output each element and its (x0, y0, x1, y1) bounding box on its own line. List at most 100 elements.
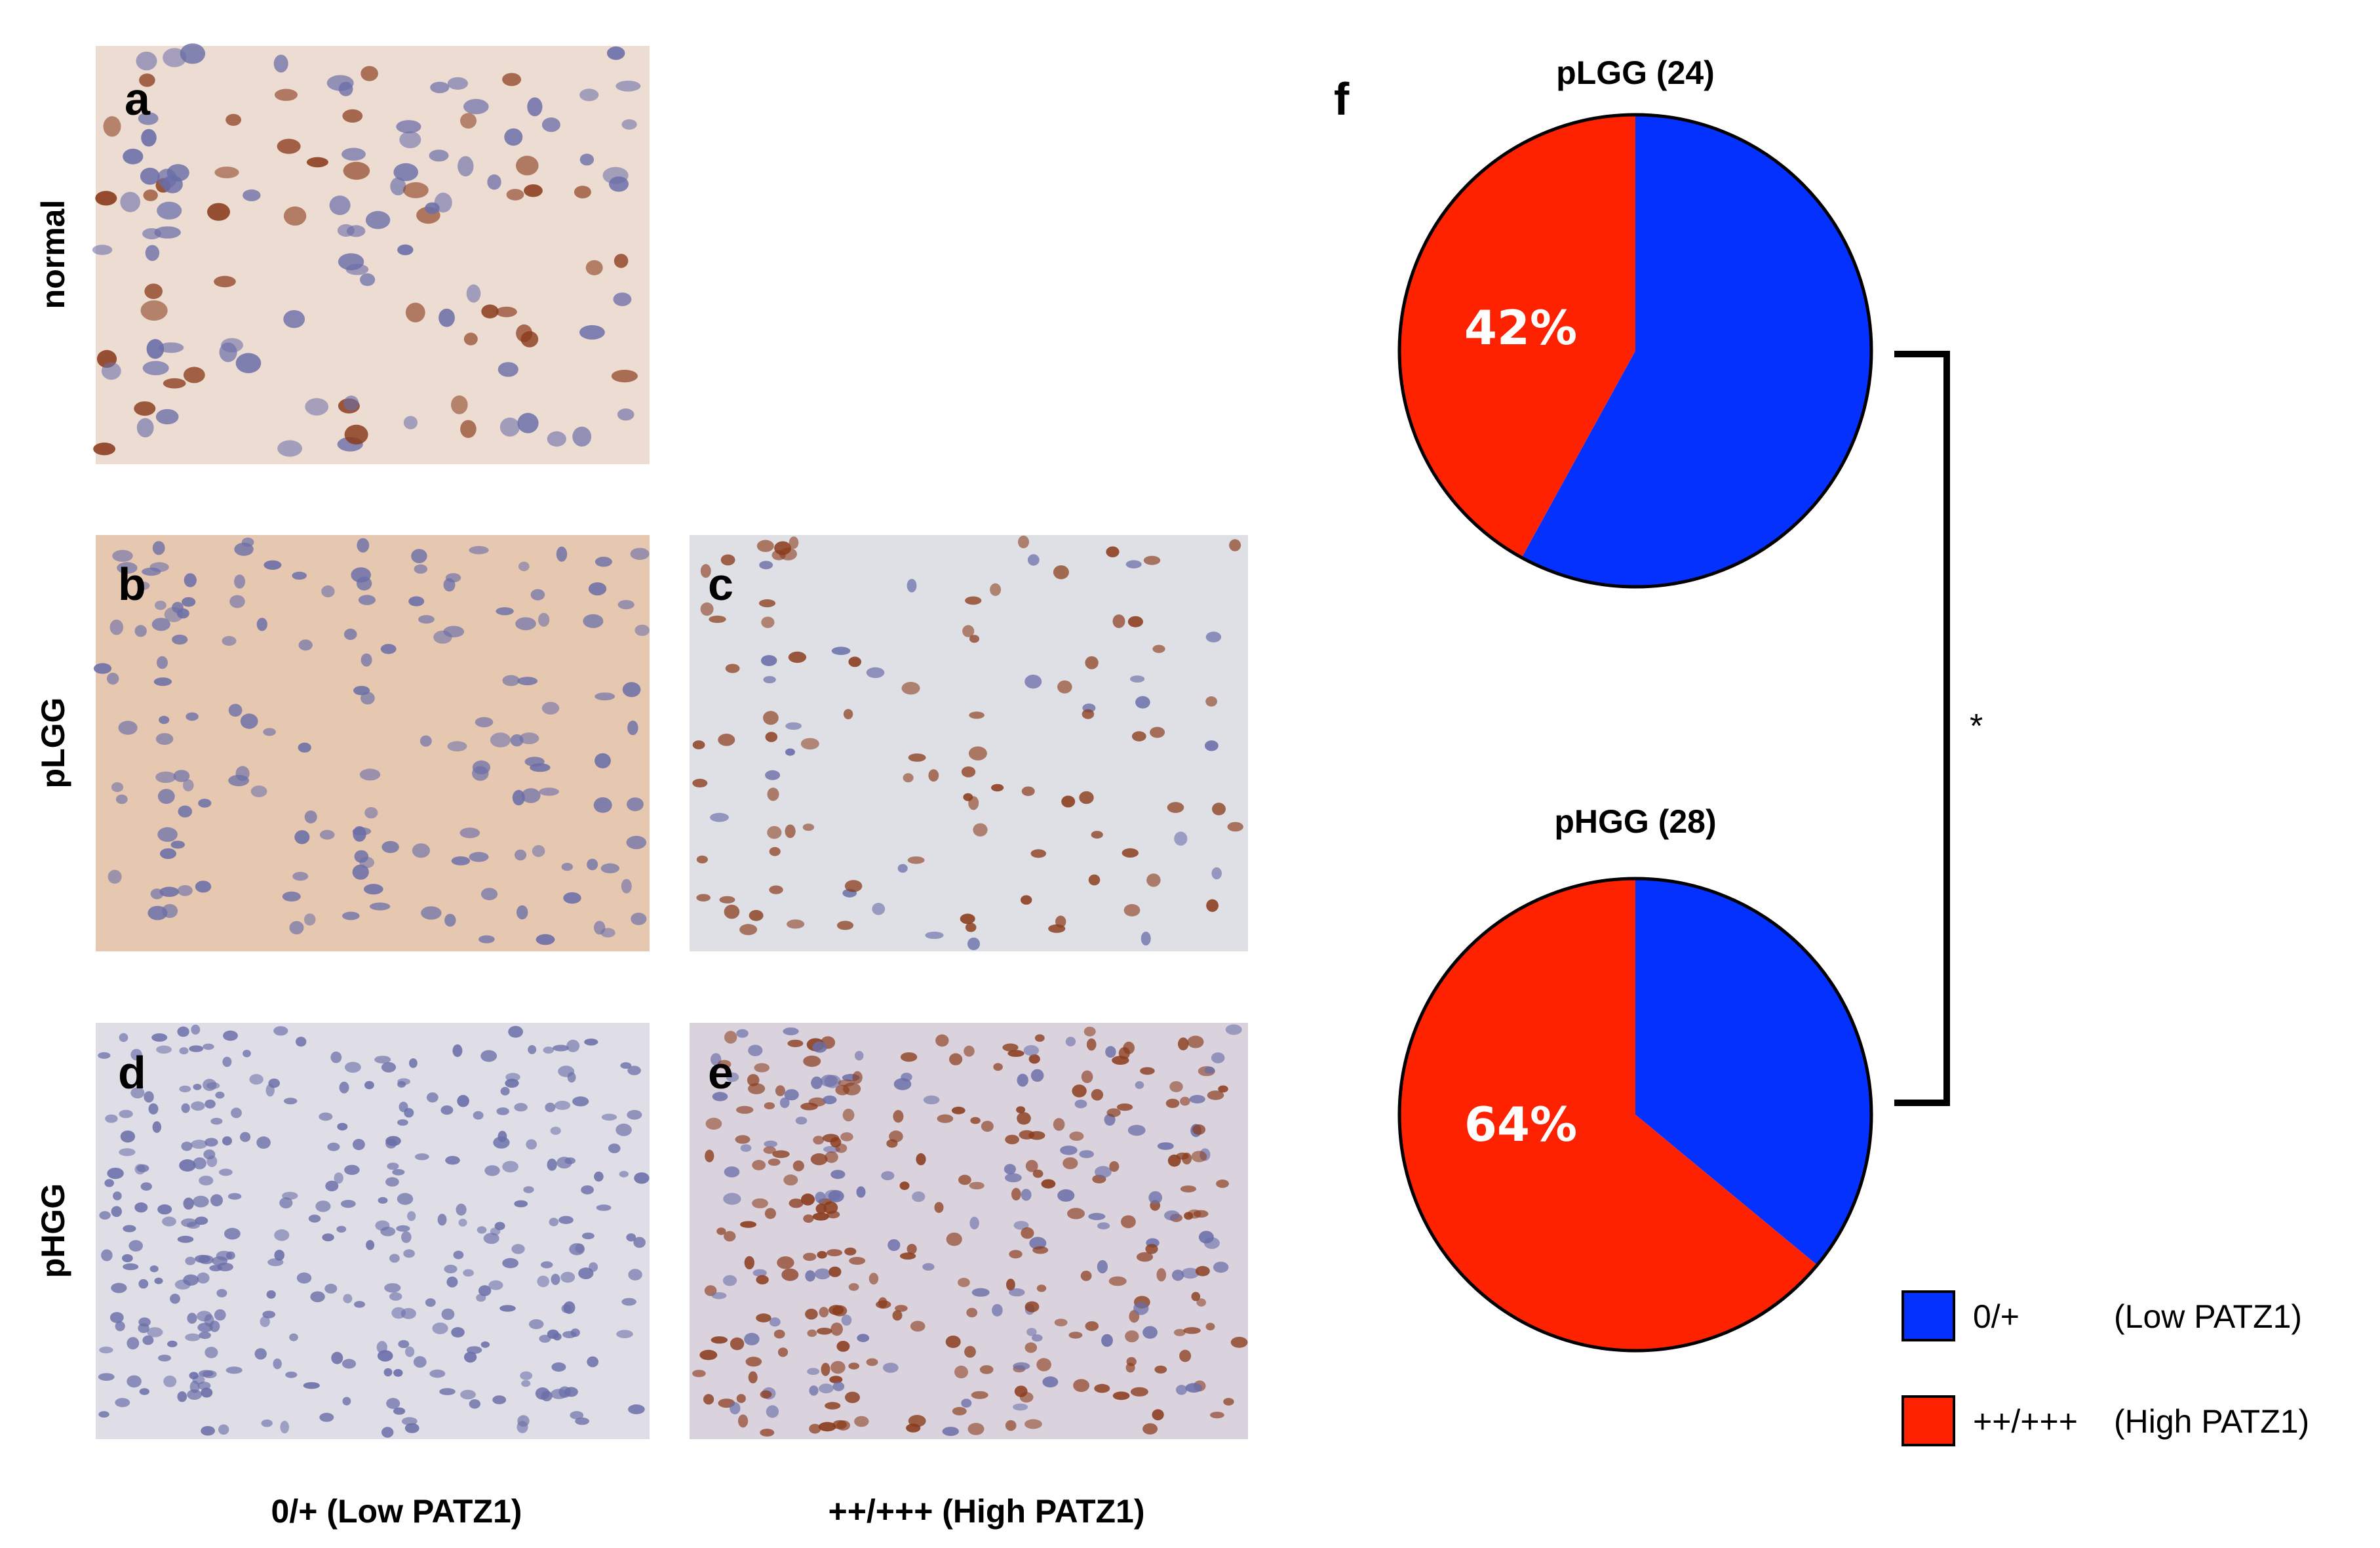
cell-nucleus (518, 561, 530, 572)
cell-nucleus (516, 155, 539, 176)
cell-nucleus (547, 1159, 557, 1171)
cell-nucleus (429, 149, 449, 162)
cell-nucleus (393, 1407, 406, 1415)
cell-nucleus (157, 789, 175, 804)
cell-nucleus (157, 201, 182, 220)
cell-nucleus (719, 896, 735, 903)
cell-nucleus (1083, 1026, 1096, 1037)
cell-nucleus (1106, 1108, 1121, 1117)
cell-nucleus (490, 732, 511, 747)
pie-phgg-high-percent-label: 64% (1464, 1097, 1577, 1152)
cell-nucleus (127, 1375, 142, 1388)
cell-nucleus (830, 1360, 846, 1374)
cell-nucleus (214, 1309, 226, 1321)
cell-nucleus (98, 1411, 109, 1418)
cell-nucleus (517, 677, 538, 686)
cell-nucleus (343, 1294, 353, 1303)
cell-nucleus (352, 864, 369, 880)
cell-nucleus (768, 1159, 781, 1166)
cell-nucleus (241, 537, 254, 547)
cell-nucleus (159, 715, 170, 724)
cell-nucleus (1171, 1269, 1184, 1281)
cell-nucleus (1023, 1045, 1040, 1056)
cell-nucleus (1205, 1322, 1215, 1331)
panel-letter-d: d (118, 1047, 146, 1098)
cell-nucleus (182, 597, 196, 607)
cell-nucleus (432, 1322, 448, 1334)
cell-nucleus (387, 1162, 399, 1170)
cell-nucleus (536, 934, 555, 945)
cell-nucleus (866, 1358, 878, 1366)
cell-nucleus (155, 771, 176, 784)
cell-nucleus (1094, 1383, 1110, 1393)
cell-nucleus (331, 1351, 343, 1364)
cell-nucleus (409, 1058, 418, 1068)
cell-nucleus (480, 1341, 490, 1348)
cell-nucleus (1176, 1152, 1189, 1160)
cell-nucleus (897, 863, 908, 873)
cell-nucleus (511, 1244, 525, 1254)
cell-nucleus (1112, 1391, 1130, 1400)
cell-nucleus (1074, 1100, 1087, 1109)
cell-nucleus (268, 1079, 281, 1088)
cell-nucleus (907, 578, 917, 593)
cell-nucleus (1140, 1067, 1155, 1075)
cell-nucleus (578, 1267, 594, 1279)
cell-nucleus (756, 540, 774, 552)
cell-nucleus (579, 325, 605, 340)
cell-nucleus (1225, 1024, 1242, 1035)
cell-nucleus (216, 1288, 227, 1298)
cell-nucleus (359, 768, 381, 781)
cell-nucleus (785, 824, 796, 839)
cell-nucleus (1091, 831, 1103, 839)
cell-nucleus (99, 1346, 113, 1354)
cell-nucleus (160, 848, 176, 860)
cell-nucleus (1072, 1084, 1087, 1098)
cell-nucleus (327, 1142, 340, 1151)
cell-nucleus (294, 830, 310, 844)
cell-nucleus (587, 1356, 599, 1368)
cell-nucleus (514, 1103, 528, 1112)
cell-nucleus (946, 1232, 962, 1246)
cell-nucleus (322, 1233, 334, 1242)
cell-nucleus (136, 51, 157, 71)
cell-nucleus (752, 1160, 766, 1170)
cell-nucleus (508, 1025, 523, 1038)
cell-nucleus (1130, 1387, 1148, 1397)
cell-nucleus (292, 571, 307, 580)
cell-nucleus (789, 536, 799, 549)
cell-nucleus (393, 1369, 403, 1377)
cell-nucleus (1080, 1271, 1092, 1281)
cell-nucleus (547, 431, 566, 447)
cell-nucleus (563, 892, 581, 904)
cell-nucleus (172, 602, 184, 613)
cell-nucleus (157, 827, 178, 843)
cell-nucleus (1173, 1328, 1186, 1336)
cell-nucleus (888, 1239, 901, 1251)
cell-nucleus (177, 885, 193, 896)
cell-nucleus (250, 785, 267, 797)
cell-nucleus (389, 1254, 400, 1263)
cell-nucleus (764, 1140, 777, 1148)
cell-nucleus (1097, 1222, 1110, 1230)
cell-nucleus (266, 1290, 276, 1299)
cell-nucleus (758, 599, 776, 608)
cell-nucleus (173, 770, 190, 782)
cell-nucleus (777, 1347, 789, 1357)
cell-nucleus (170, 841, 185, 849)
cell-nucleus (1097, 1260, 1108, 1274)
cell-nucleus (207, 203, 230, 221)
cell-nucleus (397, 1119, 408, 1126)
cell-nucleus (700, 564, 711, 578)
cell-nucleus (174, 1279, 191, 1290)
legend-label-high-code: ++/+++ (1973, 1403, 2078, 1440)
cell-nucleus (515, 617, 536, 631)
cell-nucleus (528, 1319, 544, 1330)
cell-nucleus (1125, 1330, 1139, 1343)
cell-nucleus (766, 1405, 779, 1418)
cell-nucleus (197, 1272, 210, 1284)
cell-nucleus (614, 254, 629, 268)
cell-nucleus (516, 324, 533, 342)
cell-nucleus (93, 443, 116, 456)
cell-nucleus (1042, 1376, 1059, 1388)
